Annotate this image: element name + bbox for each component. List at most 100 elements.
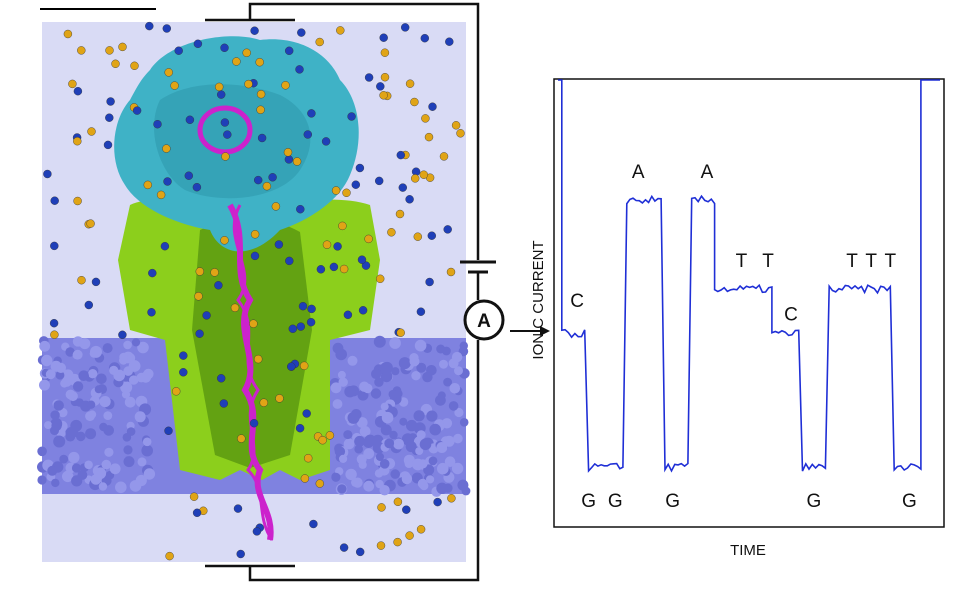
lipid-bead — [53, 400, 64, 411]
lipid-bead — [72, 381, 84, 392]
ion — [343, 310, 353, 319]
ion — [153, 119, 162, 129]
header-rule — [40, 8, 156, 10]
ion — [424, 132, 434, 142]
ion — [237, 434, 246, 443]
wire-top — [205, 2, 480, 260]
lipid-bead — [102, 343, 113, 354]
ion — [296, 322, 305, 331]
lipid-bead — [134, 411, 146, 423]
lipid-bead — [363, 480, 375, 492]
lipid-bead — [331, 472, 341, 482]
ion — [250, 26, 259, 35]
ion — [304, 454, 313, 463]
base-label: T — [865, 251, 877, 272]
lipid-bead — [444, 456, 456, 468]
ion — [316, 265, 326, 274]
lipid-bead — [351, 477, 360, 487]
ion — [401, 23, 410, 32]
lipid-bead — [389, 430, 398, 440]
lipid-bead — [137, 457, 147, 467]
lipid-bead — [384, 438, 395, 449]
ion — [413, 232, 422, 241]
ion — [295, 65, 304, 74]
lipid-bead — [422, 371, 433, 383]
ion — [103, 140, 113, 150]
ion — [355, 163, 365, 173]
base-label: C — [570, 291, 584, 312]
ion — [250, 230, 260, 239]
lipid-bead — [437, 391, 446, 400]
lipid-bead — [86, 400, 96, 409]
lipid-bead — [380, 402, 389, 411]
lipid-bead — [61, 470, 74, 483]
ion — [43, 169, 52, 179]
lipid-bead — [71, 463, 82, 473]
ion — [162, 144, 171, 153]
ion — [421, 114, 430, 123]
y-axis-label: IONIC CURRENT — [530, 240, 547, 359]
ammeter-label: A — [477, 311, 491, 332]
lipid-bead — [364, 434, 377, 447]
lipid-bead — [373, 335, 386, 348]
ion — [148, 268, 157, 278]
chart-frame — [553, 78, 945, 528]
base-label: T — [846, 251, 858, 272]
ion — [361, 261, 371, 270]
lipid-bead — [404, 459, 414, 468]
lipid-bead — [381, 411, 394, 424]
lipid-bead — [55, 370, 65, 380]
ion — [357, 255, 367, 264]
lipid-bead — [137, 341, 149, 354]
lipid-bead — [428, 456, 438, 466]
ion — [179, 351, 188, 360]
ion — [402, 505, 411, 514]
lipid-bead — [338, 377, 348, 387]
ion — [50, 330, 59, 339]
lipid-bead — [60, 379, 69, 388]
lipid-bead — [41, 354, 53, 367]
lipid-bead — [55, 362, 66, 373]
ion — [416, 307, 426, 316]
ion — [302, 409, 311, 418]
lipid-bead — [415, 447, 424, 455]
ion — [325, 431, 335, 440]
lipid-bead — [379, 459, 390, 469]
lipid-bead — [109, 463, 121, 475]
lipid-bead — [37, 475, 47, 485]
lipid-bead — [78, 370, 89, 382]
ion — [300, 361, 309, 370]
lipid-bead — [65, 347, 75, 357]
ion — [285, 256, 294, 266]
ion — [456, 129, 465, 138]
lipid-bead — [121, 390, 131, 399]
ion — [427, 231, 436, 240]
ion — [322, 240, 332, 249]
lipid-bead — [72, 349, 83, 360]
ion — [242, 48, 251, 57]
lipid-bead — [418, 459, 428, 469]
lipid-bead — [436, 344, 446, 354]
ion — [50, 196, 59, 205]
lipid-bead — [451, 351, 463, 363]
ion — [252, 527, 262, 536]
current-trace — [558, 79, 940, 473]
ion — [275, 394, 284, 403]
ion — [321, 137, 331, 146]
ion — [259, 398, 268, 407]
ion — [297, 28, 306, 37]
ion — [105, 113, 114, 122]
ion — [284, 155, 294, 164]
ion — [396, 150, 405, 160]
lipid-bead — [343, 430, 353, 440]
ion — [376, 82, 385, 91]
lipid-bead — [76, 431, 86, 442]
ion — [249, 319, 258, 328]
ion — [329, 262, 339, 272]
lipid-bead — [426, 475, 435, 484]
ion — [232, 57, 241, 66]
ion — [147, 308, 156, 317]
lipid-bead — [142, 444, 152, 454]
